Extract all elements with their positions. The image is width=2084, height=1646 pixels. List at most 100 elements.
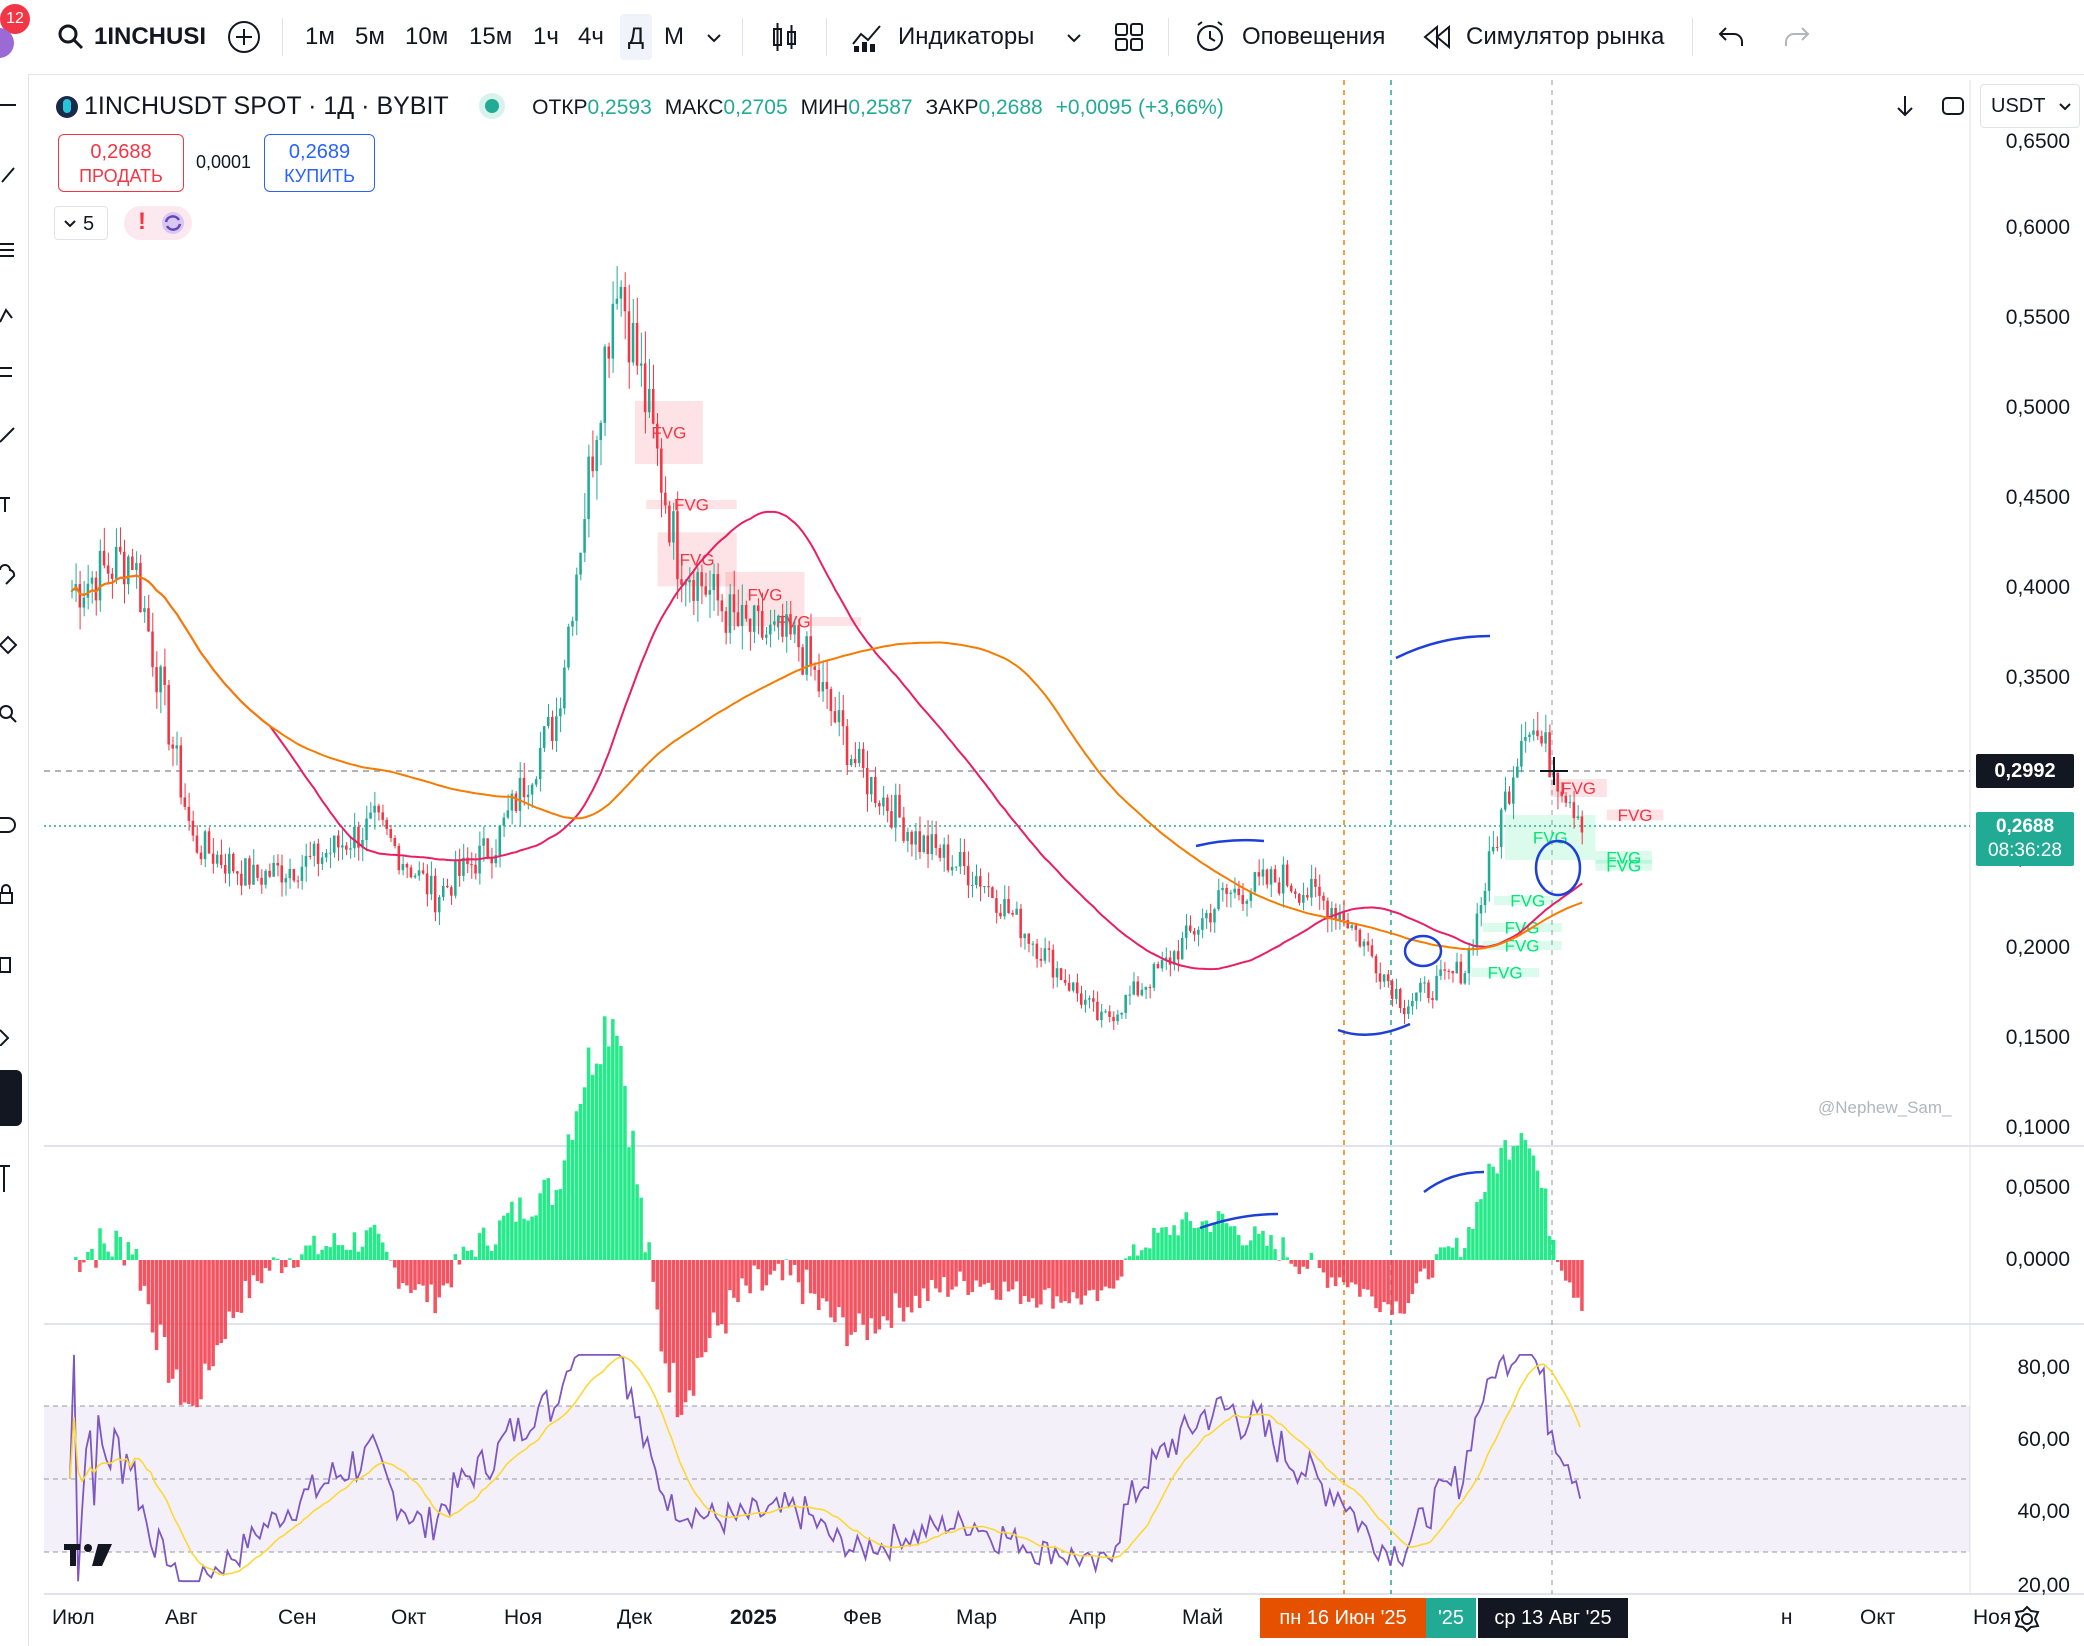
candle-body (522, 777, 526, 798)
candle-body (1382, 974, 1386, 982)
timeframe-15m[interactable]: 15м (469, 23, 513, 50)
symbol-search[interactable]: 1INCHUSI (94, 23, 207, 50)
ruler-tool-icon[interactable] (0, 634, 22, 656)
crosshair-tool-icon[interactable] (0, 94, 22, 116)
chevron-down-icon[interactable] (1064, 28, 1084, 48)
maximize-icon[interactable] (1940, 93, 1966, 119)
fib-tool-icon[interactable] (0, 239, 22, 261)
candle-body (1088, 998, 1091, 1000)
osc-bar (663, 1260, 668, 1364)
buy-button[interactable]: 0,2689 КУПИТЬ (264, 134, 375, 192)
price-axis[interactable]: 0,6500 0,6000 0,5500 0,5000 0,4500 0,400… (1970, 80, 2084, 1150)
settings-gear-icon[interactable] (2012, 1604, 2042, 1634)
alarm-clock-icon[interactable] (1192, 19, 1228, 55)
trendline-tool-icon[interactable] (0, 164, 22, 186)
brush-tool-icon[interactable] (0, 424, 22, 446)
candle-body (914, 831, 917, 845)
candle-body (1184, 925, 1188, 938)
rsi-band (44, 1406, 1970, 1552)
tradingview-logo[interactable] (62, 1540, 122, 1570)
osc-bar (195, 1260, 199, 1408)
osc-bar (1127, 1256, 1132, 1260)
candle-body (1370, 945, 1374, 957)
add-symbol-icon[interactable] (226, 19, 262, 55)
time-axis[interactable]: Июл Авг Сен Окт Ноя Дек 2025 Фев Мар Апр Май н Окт Но… (44, 1596, 2011, 1646)
candle-body (248, 858, 251, 885)
timeframe-1m[interactable]: 1м (305, 23, 335, 50)
osc-bar (736, 1260, 740, 1303)
candle-body (991, 887, 994, 899)
osc-bar (138, 1260, 143, 1291)
zoom-tool-icon[interactable] (0, 704, 22, 726)
candle-body (1104, 1011, 1107, 1013)
indicators-button[interactable]: Индикаторы (898, 23, 1035, 50)
replay-button[interactable]: Симулятор рынка (1466, 23, 1665, 50)
osc-bar (332, 1233, 336, 1260)
price-tick: 0,6500 (2005, 130, 2070, 153)
candle-body (777, 615, 780, 622)
timeframe-month[interactable]: М (664, 23, 684, 50)
candle-body (635, 322, 639, 366)
timeframe-5m[interactable]: 5м (355, 23, 385, 50)
redo-icon[interactable] (1782, 22, 1812, 52)
legend-title[interactable]: 1INCHUSDT SPOT · 1Д · BYBIT (84, 92, 449, 120)
osc-bar (1002, 1260, 1007, 1282)
pattern-tool-icon[interactable] (0, 304, 22, 326)
alerts-button[interactable]: Оповещения (1242, 23, 1386, 50)
candles-icon[interactable] (770, 20, 800, 54)
candle-body (1035, 943, 1039, 959)
osc-bar (292, 1260, 296, 1268)
candle-body (732, 594, 736, 613)
heart-tool-icon[interactable] (0, 564, 22, 586)
magnet-tool-icon[interactable] (0, 814, 22, 836)
candle-body (1132, 981, 1135, 995)
candle-body (1532, 730, 1535, 735)
undo-icon[interactable] (1716, 22, 1746, 52)
projection-tool-icon[interactable] (0, 364, 22, 386)
rewind-icon[interactable] (1422, 22, 1452, 52)
indicators-toggle[interactable]: 5 (54, 206, 108, 240)
osc-bar (716, 1260, 720, 1326)
text-tool-icon[interactable] (0, 494, 22, 516)
time-axis-label: Май (1182, 1606, 1224, 1629)
indicators-icon[interactable] (850, 20, 884, 54)
lock-tool-icon[interactable] (0, 884, 22, 906)
time-axis-label: 2025 (730, 1606, 777, 1629)
candle-body (1560, 791, 1564, 796)
candle-body (688, 580, 691, 583)
timeframe-1h[interactable]: 1ч (533, 23, 559, 50)
candle-body (127, 556, 130, 585)
osc-bar (825, 1260, 829, 1302)
arrow-down-icon[interactable] (1892, 93, 1918, 119)
eye-tool-icon[interactable] (0, 954, 22, 976)
currency-select[interactable]: USDT (1980, 84, 2080, 128)
search-icon[interactable] (56, 22, 86, 52)
eraser-tool-icon[interactable] (0, 1024, 22, 1046)
indicator-status[interactable]: ! (124, 206, 192, 240)
candle-body (938, 847, 942, 858)
candle-body (1507, 791, 1511, 804)
candle-body (1007, 899, 1010, 913)
osc-bar (1160, 1227, 1164, 1260)
osc-bar (974, 1260, 979, 1281)
timeframe-4h[interactable]: 4ч (578, 23, 604, 50)
candle-body (336, 835, 340, 848)
avatar[interactable] (0, 28, 14, 58)
hide-tool-icon[interactable] (0, 1164, 22, 1196)
osc-bar (926, 1260, 930, 1301)
osc-bar (1450, 1247, 1455, 1260)
sell-button[interactable]: 0,2688 ПРОДАТЬ (58, 134, 184, 192)
drawing-toolbar (0, 74, 29, 1646)
osc-bar (1515, 1145, 1520, 1260)
candle-body (1298, 893, 1301, 903)
osc-bar (990, 1260, 995, 1291)
osc-bar (1345, 1260, 1350, 1288)
layout-grid-icon[interactable] (1114, 22, 1144, 52)
timeframe-day[interactable]: Д (620, 14, 652, 60)
active-tool[interactable] (0, 1070, 22, 1126)
timeframe-10m[interactable]: 10м (405, 23, 449, 50)
osc-bar (1394, 1260, 1398, 1302)
chevron-down-icon[interactable] (704, 28, 724, 48)
candle-body (950, 866, 954, 871)
